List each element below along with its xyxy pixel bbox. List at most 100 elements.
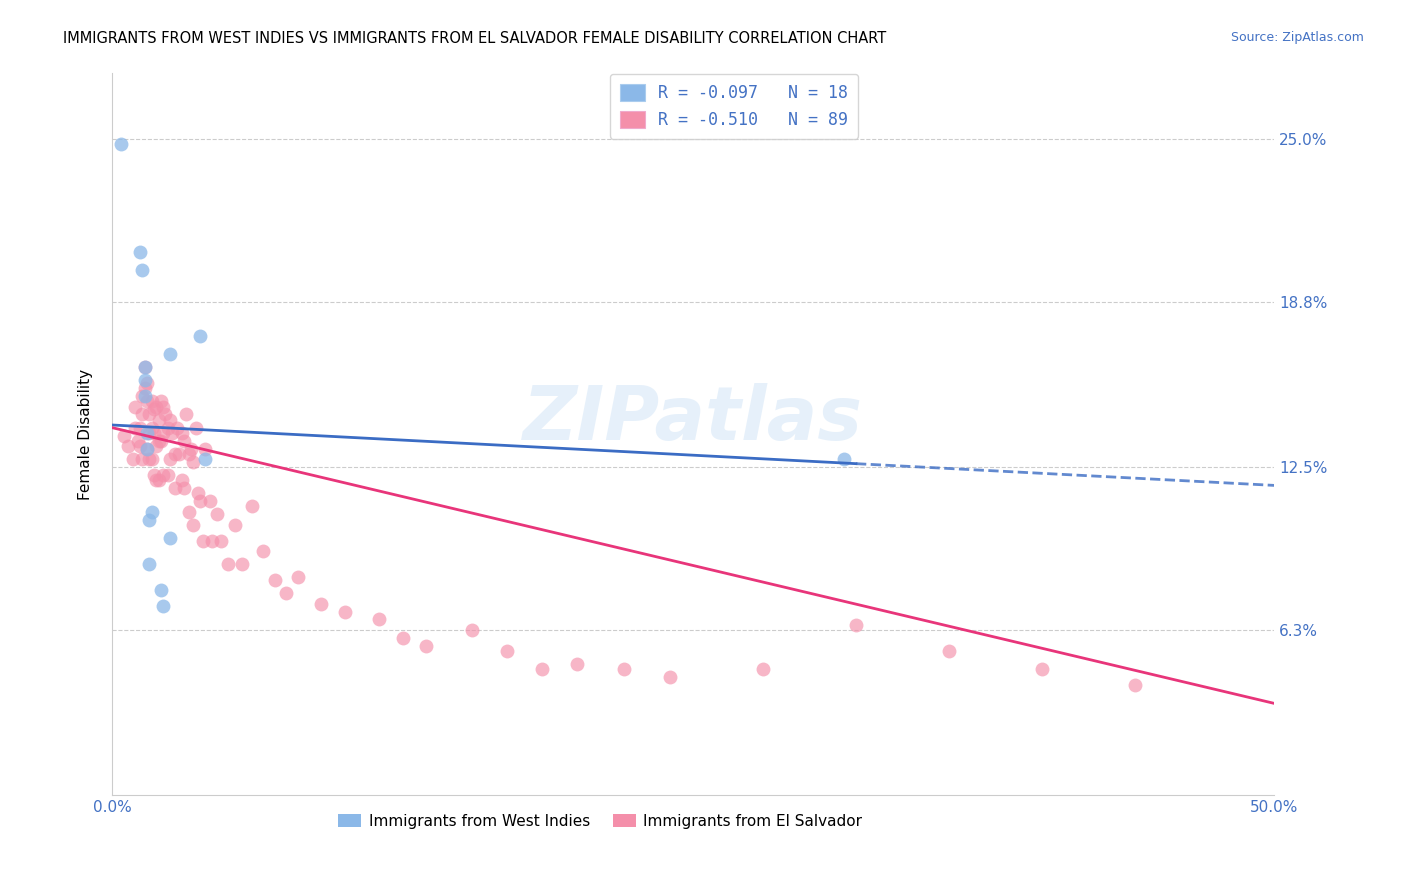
Point bbox=[129, 420, 152, 434]
Point bbox=[391, 631, 413, 645]
Point bbox=[173, 434, 195, 448]
Point bbox=[834, 452, 856, 467]
Point bbox=[191, 533, 214, 548]
Point bbox=[122, 452, 145, 467]
Point bbox=[152, 467, 174, 482]
Point bbox=[368, 612, 391, 626]
Point bbox=[134, 389, 156, 403]
Point bbox=[135, 442, 157, 456]
Point bbox=[612, 662, 634, 676]
Point bbox=[180, 442, 202, 456]
Point bbox=[131, 263, 153, 277]
Point bbox=[565, 657, 588, 671]
Point bbox=[124, 420, 146, 434]
Point bbox=[141, 420, 163, 434]
Point bbox=[194, 452, 217, 467]
Point bbox=[135, 425, 157, 440]
Point bbox=[287, 570, 309, 584]
Point bbox=[138, 425, 160, 440]
Point bbox=[170, 473, 193, 487]
Point bbox=[138, 558, 160, 572]
Point bbox=[156, 467, 179, 482]
Point bbox=[205, 508, 228, 522]
Point bbox=[134, 360, 156, 375]
Point bbox=[752, 662, 775, 676]
Point bbox=[149, 394, 172, 409]
Point bbox=[217, 558, 239, 572]
Point bbox=[141, 505, 163, 519]
Point bbox=[176, 408, 198, 422]
Point bbox=[163, 481, 186, 495]
Point bbox=[159, 413, 181, 427]
Point bbox=[938, 644, 960, 658]
Point bbox=[141, 394, 163, 409]
Text: IMMIGRANTS FROM WEST INDIES VS IMMIGRANTS FROM EL SALVADOR FEMALE DISABILITY COR: IMMIGRANTS FROM WEST INDIES VS IMMIGRANT… bbox=[63, 31, 887, 46]
Point bbox=[252, 544, 274, 558]
Point bbox=[184, 420, 207, 434]
Point bbox=[187, 486, 209, 500]
Point bbox=[134, 381, 156, 395]
Point bbox=[224, 517, 246, 532]
Point bbox=[183, 455, 205, 469]
Point bbox=[190, 494, 212, 508]
Point bbox=[209, 533, 232, 548]
Point bbox=[240, 500, 263, 514]
Point bbox=[194, 442, 217, 456]
Point bbox=[135, 394, 157, 409]
Point bbox=[142, 467, 165, 482]
Point bbox=[177, 505, 200, 519]
Point bbox=[145, 400, 167, 414]
Point bbox=[162, 425, 184, 440]
Point bbox=[155, 408, 177, 422]
Point bbox=[141, 452, 163, 467]
Point bbox=[142, 425, 165, 440]
Point bbox=[138, 452, 160, 467]
Point bbox=[169, 447, 191, 461]
Point bbox=[263, 573, 285, 587]
Point bbox=[1031, 662, 1053, 676]
Point bbox=[1123, 678, 1146, 692]
Point bbox=[129, 244, 152, 259]
Point bbox=[149, 434, 172, 448]
Point bbox=[145, 473, 167, 487]
Point bbox=[134, 360, 156, 375]
Point bbox=[166, 420, 188, 434]
Point bbox=[173, 481, 195, 495]
Point bbox=[152, 400, 174, 414]
Point bbox=[138, 512, 160, 526]
Point bbox=[159, 452, 181, 467]
Point bbox=[149, 583, 172, 598]
Point bbox=[415, 639, 437, 653]
Point bbox=[531, 662, 554, 676]
Point bbox=[333, 605, 356, 619]
Point bbox=[148, 434, 170, 448]
Point bbox=[276, 586, 298, 600]
Point bbox=[170, 425, 193, 440]
Point bbox=[190, 328, 212, 343]
Point bbox=[152, 599, 174, 614]
Point bbox=[131, 408, 153, 422]
Point bbox=[309, 597, 332, 611]
Point bbox=[156, 420, 179, 434]
Point bbox=[138, 408, 160, 422]
Text: ZIPatlas: ZIPatlas bbox=[523, 384, 863, 456]
Point bbox=[110, 136, 132, 151]
Point bbox=[163, 447, 186, 461]
Point bbox=[152, 425, 174, 440]
Point bbox=[145, 439, 167, 453]
Point bbox=[117, 439, 139, 453]
Point bbox=[131, 452, 153, 467]
Point bbox=[159, 347, 181, 361]
Point bbox=[127, 434, 149, 448]
Point bbox=[124, 400, 146, 414]
Point bbox=[134, 373, 156, 387]
Point bbox=[142, 402, 165, 417]
Point bbox=[845, 617, 868, 632]
Point bbox=[177, 447, 200, 461]
Point bbox=[148, 413, 170, 427]
Point bbox=[135, 442, 157, 456]
Point bbox=[183, 517, 205, 532]
Point bbox=[659, 670, 682, 684]
Text: Source: ZipAtlas.com: Source: ZipAtlas.com bbox=[1230, 31, 1364, 45]
Point bbox=[112, 428, 135, 442]
